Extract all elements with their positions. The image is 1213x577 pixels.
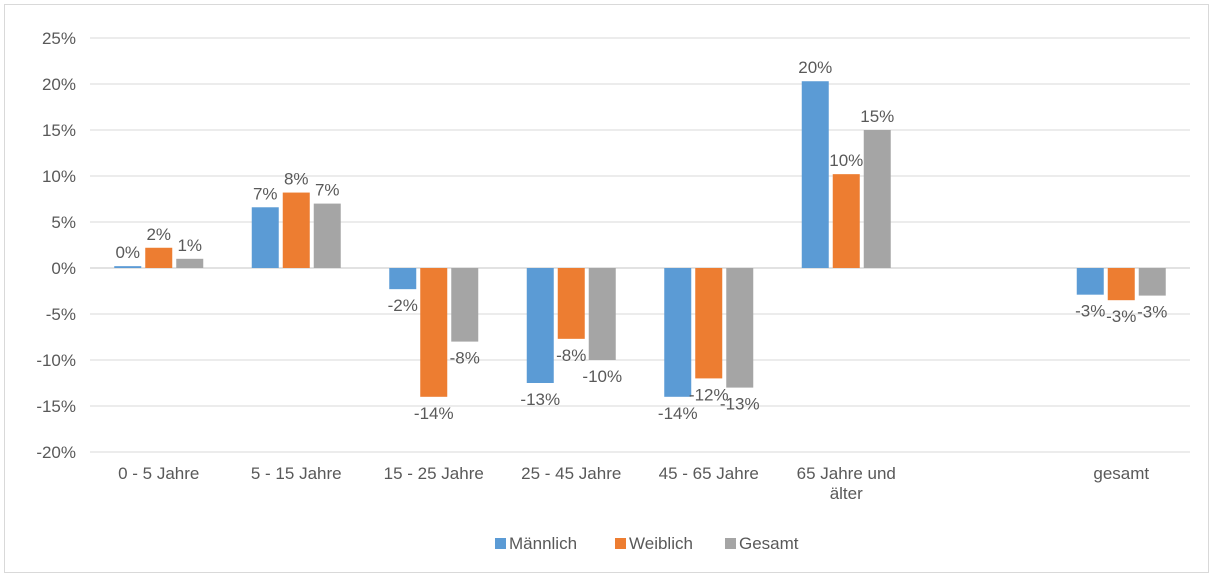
y-tick-label: 5% <box>51 213 76 232</box>
bar <box>726 268 754 388</box>
bar <box>451 268 479 342</box>
y-tick-label: 25% <box>42 29 76 48</box>
bar <box>832 174 860 268</box>
data-label: -3% <box>1137 303 1167 322</box>
bar <box>114 266 142 268</box>
y-tick-label: 10% <box>42 167 76 186</box>
data-label: 8% <box>284 170 309 189</box>
y-tick-label: 15% <box>42 121 76 140</box>
legend-label: Männlich <box>509 534 577 553</box>
y-tick-label: 20% <box>42 75 76 94</box>
data-label: -8% <box>556 346 586 365</box>
data-label: 1% <box>177 236 202 255</box>
bar <box>420 268 448 397</box>
legend-label: Weiblich <box>629 534 693 553</box>
legend-swatch <box>495 538 506 549</box>
bar <box>863 130 891 268</box>
bar <box>1138 268 1166 296</box>
y-tick-label: -15% <box>36 397 76 416</box>
bar <box>313 203 341 268</box>
bar <box>1107 268 1135 301</box>
data-label: 10% <box>829 151 863 170</box>
x-tick-label: 45 - 65 Jahre <box>658 464 759 483</box>
data-label: -8% <box>450 349 480 368</box>
data-label: -13% <box>520 390 560 409</box>
x-tick-label: 5 - 15 Jahre <box>250 464 342 483</box>
bar <box>801 81 829 269</box>
data-label: -14% <box>658 404 698 423</box>
legend-swatch <box>615 538 626 549</box>
bar <box>145 247 173 268</box>
bar <box>664 268 692 397</box>
bar <box>176 258 204 268</box>
chart-frame <box>4 4 1209 573</box>
data-label: -3% <box>1106 307 1136 326</box>
x-tick-label: 65 Jahre und älter <box>796 464 896 503</box>
bar <box>695 268 723 379</box>
bar <box>588 268 616 360</box>
x-tick-label: 25 - 45 Jahre <box>521 464 622 483</box>
data-label: 15% <box>860 107 894 126</box>
data-label: 7% <box>315 181 340 200</box>
bar <box>282 192 310 268</box>
data-label: 2% <box>146 225 171 244</box>
bar <box>526 268 554 383</box>
data-label: -3% <box>1075 302 1105 321</box>
data-label: -12% <box>689 385 729 404</box>
bar <box>389 268 417 290</box>
y-tick-label: -20% <box>36 443 76 462</box>
y-tick-label: -5% <box>46 305 76 324</box>
data-label: -2% <box>388 296 418 315</box>
x-tick-label: 0 - 5 Jahre <box>118 464 200 483</box>
legend-swatch <box>725 538 736 549</box>
x-tick-label: gesamt <box>1093 464 1150 483</box>
data-label: -13% <box>720 395 760 414</box>
y-tick-label: 0% <box>51 259 76 278</box>
data-label: -10% <box>582 367 622 386</box>
bar <box>251 207 279 268</box>
bar <box>1076 268 1104 295</box>
y-tick-label: -10% <box>36 351 76 370</box>
data-label: 20% <box>798 58 832 77</box>
data-label: -14% <box>414 404 454 423</box>
data-label: 0% <box>115 243 140 262</box>
legend-label: Gesamt <box>739 534 799 553</box>
bar <box>557 268 585 339</box>
data-label: 7% <box>253 184 278 203</box>
x-tick-label: 15 - 25 Jahre <box>383 464 484 483</box>
